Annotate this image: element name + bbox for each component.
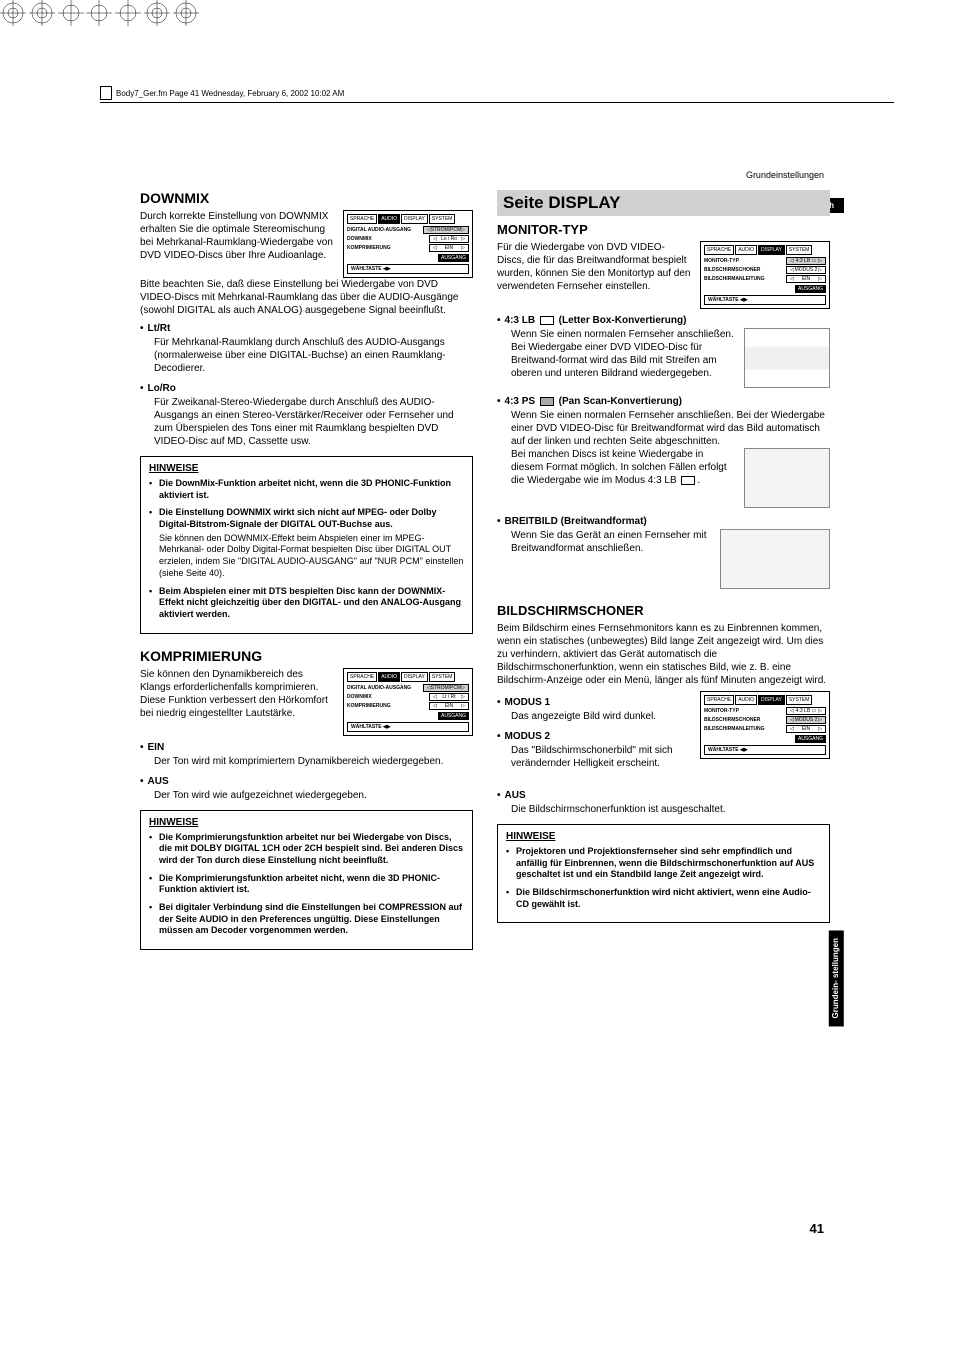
monitor-options: •4:3 LB (Letter Box-Konvertierung) Wenn … [497,315,830,589]
opt-modus2-head: MODUS 2 [505,731,551,742]
display-page-title: Seite DISPLAY [497,190,830,216]
kompr-hw-2: Die Komprimierungsfunktion arbeitet nich… [149,873,464,896]
hinweise-title: HINWEISE [149,463,464,474]
opt-ein-head: EIN [148,742,165,753]
crop-mark-icon [144,0,170,26]
opt-modus2-body: Das "Bildschirmschonerbild" mit sich ver… [511,744,692,770]
hinweise-title: HINWEISE [506,831,821,842]
right-column: Seite DISPLAY MONITOR-TYP Für die Wieder… [497,190,830,950]
opt-43ps-body2: Bei manchen Discs ist keine Wiedergabe i… [511,448,736,487]
monitor-intro: Für die Wiedergabe von DVD VIDEO-Discs, … [497,241,692,293]
page-header: Body7_Ger.fm Page 41 Wednesday, February… [100,86,894,103]
opt-aus-head: AUS [148,776,169,787]
opt-43ps-body1: Wenn Sie einen normalen Fernseher anschl… [511,409,830,448]
opt-aus-head: AUS [505,790,526,801]
crop-mark-icon [115,0,141,26]
downmix-hinweise: HINWEISE Die DownMix-Funktion arbeitet n… [140,456,473,634]
running-head: Grundeinstellungen [746,170,824,180]
menu-audio2-screenshot: SPRACHEAUDIODISPLAYSYSTEMDIGITAL AUDIO-A… [343,668,473,736]
opt-43ps-head: 4:3 PS (Pan Scan-Konvertierung) [505,396,683,407]
kompr-hw-3: Bei digitaler Verbindung sind die Einste… [149,902,464,937]
kompr-options: •EIN Der Ton wird mit komprimiertem Dyna… [140,742,473,802]
monitor-heading: MONITOR-TYP [497,222,830,237]
page-number: 41 [810,1221,824,1236]
opt-ltrt-body: Für Mehrkanal-Raumklang durch Anschluß d… [154,336,473,375]
downmix-options: •Lt/Rt Für Mehrkanal-Raumklang durch Ans… [140,323,473,448]
downmix-hw-2: Die Einstellung DOWNMIX wirkt sich nicht… [149,507,464,579]
crop-mark-icon [58,0,84,26]
crop-mark-icon [86,0,112,26]
panscan-illustration [744,448,830,508]
opt-43lb-body: Wenn Sie einen normalen Fernseher anschl… [511,328,736,380]
opt-loro-head: Lo/Ro [148,383,176,394]
opt-breitbild-body: Wenn Sie das Gerät an einen Fernseher mi… [511,529,712,555]
crop-mark-icon [173,0,199,26]
opt-aus-body: Die Bildschirmschonerfunktion ist ausges… [511,803,830,816]
opt-43lb-head: 4:3 LB (Letter Box-Konvertierung) [505,315,687,326]
opt-aus-body: Der Ton wird wie aufgezeichnet wiedergeg… [154,789,473,802]
opt-ein-body: Der Ton wird mit komprimiertem Dynamikbe… [154,755,473,768]
opt-ltrt-head: Lt/Rt [148,323,171,334]
schoner-hw-1: Projektoren und Projektionsfernseher sin… [506,846,821,881]
letterbox-illustration [744,328,830,388]
side-tab: Grundein- stellungen [829,930,844,1026]
crop-mark-icon [29,0,55,26]
downmix-note: Bitte beachten Sie, daß diese Einstellun… [140,278,473,317]
kompr-hinweise: HINWEISE Die Komprimierungsfunktion arbe… [140,810,473,951]
hinweise-title: HINWEISE [149,817,464,828]
content-area: DOWNMIX Durch korrekte Einstellung von D… [140,190,830,950]
downmix-intro: Durch korrekte Einstellung von DOWNMIX e… [140,210,335,262]
schoner-heading: BILDSCHIRMSCHONER [497,603,830,618]
kompr-hw-1: Die Komprimierungsfunktion arbeitet nur … [149,832,464,867]
kompr-heading: KOMPRIMIERUNG [140,648,473,664]
opt-modus1-body: Das angezeigte Bild wird dunkel. [511,710,692,723]
schoner-intro: Beim Bildschirm eines Fernsehmonitors ka… [497,622,830,687]
downmix-hw-3: Beim Abspielen einer mit DTS bespielten … [149,586,464,621]
opt-breitbild-head: BREITBILD (Breitwandformat) [505,516,647,527]
opt-loro-body: Für Zweikanal-Stereo-Wiedergabe durch An… [154,396,473,448]
schoner-hinweise: HINWEISE Projektoren und Projektionsfern… [497,824,830,923]
kompr-intro: Sie können den Dynamikbereich des Klangs… [140,668,335,720]
header-text: Body7_Ger.fm Page 41 Wednesday, February… [116,89,344,98]
left-column: DOWNMIX Durch korrekte Einstellung von D… [140,190,473,950]
widescreen-illustration [720,529,830,589]
crop-mark-icon [0,0,26,26]
menu-display2-screenshot: SPRACHEAUDIODISPLAYSYSTEMMONITOR-TYP◁4:3… [700,691,830,759]
menu-display1-screenshot: SPRACHEAUDIODISPLAYSYSTEMMONITOR-TYP◁4:3… [700,241,830,309]
schoner-options: •MODUS 1 Das angezeigte Bild wird dunkel… [497,697,692,778]
downmix-heading: DOWNMIX [140,190,473,206]
menu-audio-screenshot: SPRACHEAUDIODISPLAYSYSTEMDIGITAL AUDIO-A… [343,210,473,278]
downmix-hw-1: Die DownMix-Funktion arbeitet nicht, wen… [149,478,464,501]
schoner-options-2: •AUS Die Bildschirmschonerfunktion ist a… [497,790,830,816]
opt-modus1-head: MODUS 1 [505,697,551,708]
schoner-hw-2: Die Bildschirmschonerfunktion wird nicht… [506,887,821,910]
